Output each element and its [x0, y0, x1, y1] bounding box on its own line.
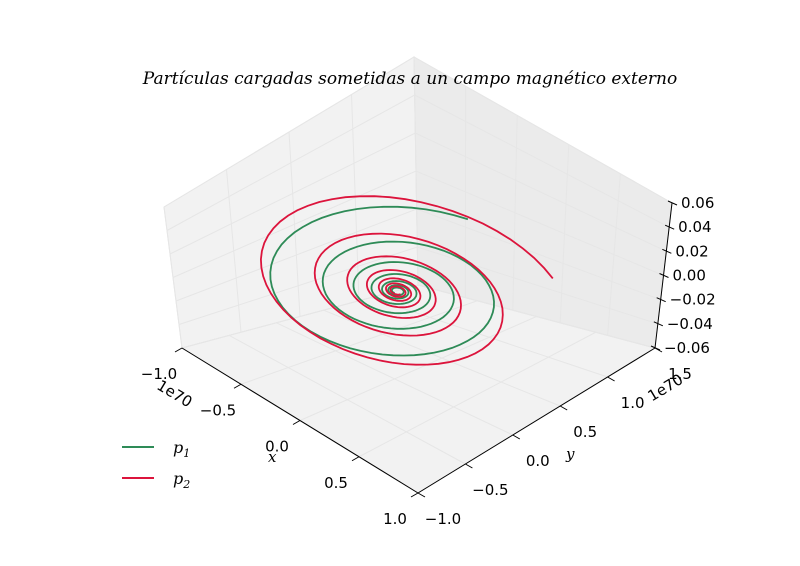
x-tick-label: 0.0 — [265, 438, 289, 456]
ticks: −1.0 −0.5 0.0 0.5 1.0 −1.0 −0.5 0.0 0.5 1.0 1.5 −0.… — [141, 194, 716, 528]
x-axis-label: x — [268, 448, 277, 466]
grid-line-y — [228, 334, 466, 465]
y-axis-line — [417, 347, 656, 494]
x-tick-mark — [233, 383, 242, 389]
y-offset-text: 1e70 — [645, 370, 687, 405]
y-tick-mark — [559, 405, 568, 411]
grid-line-y — [276, 322, 514, 436]
grid-line-z — [181, 284, 656, 349]
grid-line-z — [166, 94, 670, 231]
y-axis-label: y — [565, 445, 575, 463]
axes-panes — [163, 56, 673, 494]
z-tick-label: −0.04 — [667, 315, 713, 333]
z-tick-label: 0.02 — [675, 242, 708, 260]
x-tick-mark — [410, 492, 419, 498]
z-tick-mark — [656, 297, 666, 303]
grid-line-x — [358, 331, 596, 458]
x-tick-mark — [174, 347, 183, 353]
z-tick-label: 0.06 — [681, 194, 714, 212]
series-line-p1 — [269, 205, 495, 357]
x-tick-label: −0.5 — [200, 401, 236, 419]
z-tick-label: −0.06 — [664, 339, 710, 357]
x-tick-label: −1.0 — [141, 365, 177, 383]
x-tick-mark — [351, 456, 360, 462]
z-tick-label: 0.04 — [678, 218, 711, 236]
grid-line-z — [178, 246, 658, 325]
y-tick-mark — [417, 492, 426, 498]
legend-label-p2: p2 — [173, 469, 190, 491]
grid-line-y — [370, 297, 608, 378]
series-line-p2 — [259, 195, 554, 366]
x-tick-mark — [292, 420, 301, 425]
y-tick-label: −0.5 — [472, 481, 508, 499]
grid-line-z — [169, 132, 667, 255]
z-tick-label: 0.00 — [673, 267, 706, 285]
y-tick-label: −1.0 — [425, 510, 461, 528]
z-tick-mark — [650, 345, 661, 351]
z-tick-mark — [667, 200, 678, 206]
legend: p1 p2 — [122, 438, 190, 491]
z-tick-mark — [662, 248, 672, 254]
x-tick-label: 1.0 — [383, 510, 407, 528]
z-tick-label: −0.02 — [670, 291, 716, 309]
y-tick-label: 0.0 — [526, 452, 550, 470]
y-tick-label: 1.5 — [668, 365, 692, 383]
z-tick-mark — [659, 273, 669, 278]
y-tick-label: 0.5 — [573, 423, 597, 441]
grid-line-z — [163, 56, 673, 208]
y-tick-mark — [512, 434, 521, 440]
legend-label-p1: p1 — [173, 438, 190, 460]
grid-line-z — [172, 170, 664, 278]
z-tick-mark — [653, 321, 664, 327]
y-tick-mark — [607, 376, 615, 382]
x-tick-label: 0.5 — [324, 474, 348, 492]
y-tick-label: 1.0 — [621, 394, 645, 412]
chart-title: Partículas cargadas sometidas a un campo… — [142, 69, 677, 89]
z-tick-mark — [664, 224, 675, 230]
grid-line-x — [240, 300, 478, 385]
series — [259, 195, 554, 366]
y-tick-mark — [465, 463, 473, 469]
